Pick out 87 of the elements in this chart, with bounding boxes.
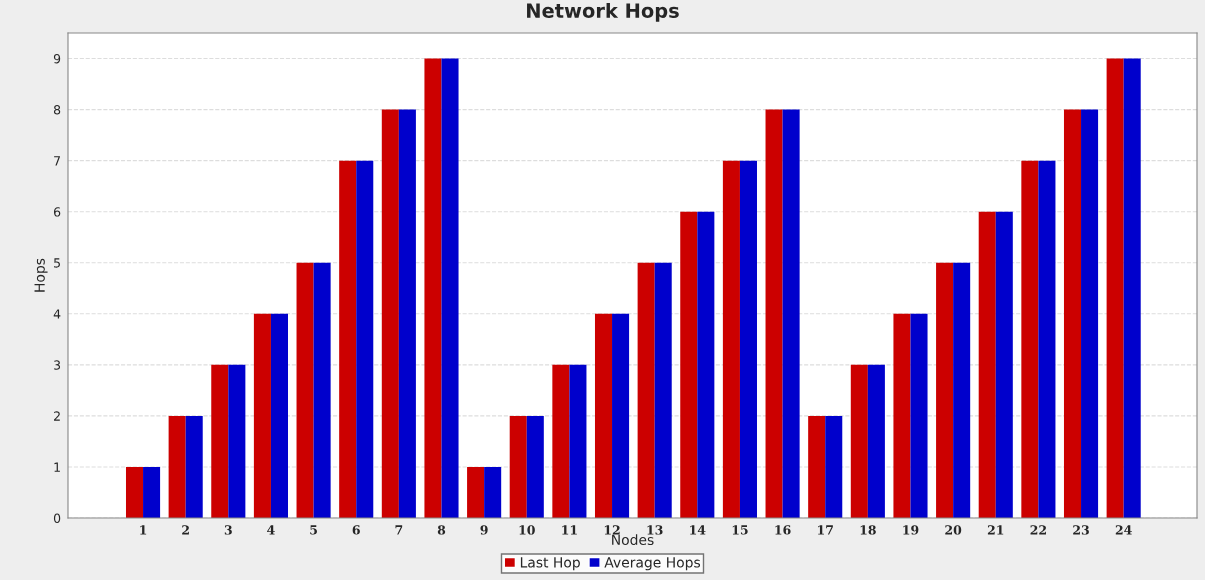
bar	[441, 58, 459, 518]
bar	[1038, 160, 1056, 518]
x-tick-label: 16	[775, 525, 791, 535]
bar	[680, 211, 698, 518]
x-tick-label: 22	[1030, 525, 1046, 535]
x-tick-label: 11	[562, 525, 577, 535]
chart-title: Network Hops	[527, 2, 679, 22]
x-tick-label: 15	[732, 525, 748, 535]
bar	[594, 313, 613, 518]
y-tick-label: 6	[53, 207, 61, 217]
x-tick-label: 13	[647, 525, 663, 535]
bar	[296, 262, 314, 518]
bar	[1106, 58, 1124, 518]
bar	[125, 466, 144, 518]
y-tick-label: 9	[53, 54, 61, 64]
x-tick-label: 1	[140, 525, 147, 535]
x-tick-label: 2	[182, 525, 189, 535]
bar	[936, 262, 954, 518]
y-axis-title: Hops	[34, 258, 48, 292]
y-tick-label: 1	[54, 462, 60, 472]
x-tick-label: 9	[480, 525, 488, 535]
bar	[509, 415, 527, 518]
bar	[697, 211, 715, 518]
bar	[484, 466, 502, 518]
x-tick-label: 3	[224, 525, 232, 535]
bar	[867, 364, 885, 518]
bar	[654, 262, 672, 518]
bar	[612, 313, 630, 518]
bar	[467, 466, 485, 518]
bar	[569, 364, 587, 518]
legend-label: Average Hops	[604, 557, 701, 571]
bar	[1021, 160, 1039, 518]
bar	[270, 313, 288, 518]
x-tick-label: 14	[690, 525, 706, 535]
bar	[211, 364, 229, 518]
bar	[339, 160, 357, 518]
x-tick-label: 7	[395, 525, 403, 535]
bar	[910, 313, 928, 518]
y-tick-label: 0	[53, 513, 61, 523]
x-tick-label: 10	[519, 525, 535, 535]
x-tick-label: 20	[945, 525, 962, 535]
y-tick-label: 7	[54, 156, 60, 166]
bar	[424, 58, 442, 518]
x-tick-label: 24	[1115, 525, 1132, 535]
bar	[228, 364, 246, 518]
x-tick-label: 19	[903, 525, 919, 535]
bar	[722, 160, 740, 518]
y-tick-label: 2	[54, 411, 60, 421]
bar	[1081, 109, 1099, 518]
bar	[893, 313, 911, 518]
x-tick-label: 4	[267, 525, 275, 535]
x-tick-label: 6	[352, 525, 360, 535]
x-axis-title: Nodes	[612, 534, 654, 546]
bar	[995, 211, 1013, 518]
x-tick-label: 12	[604, 525, 620, 535]
y-tick-label: 5	[54, 258, 60, 268]
x-tick-label: 17	[818, 525, 833, 535]
bar	[782, 109, 800, 518]
bar	[526, 415, 544, 518]
x-tick-label: 5	[310, 525, 317, 535]
x-tick-label: 8	[437, 525, 446, 535]
y-tick-label: 8	[53, 105, 61, 115]
bar	[168, 415, 186, 518]
bar	[253, 313, 271, 518]
bar	[1123, 58, 1141, 518]
bar	[356, 160, 374, 518]
bar	[765, 109, 783, 518]
bar	[850, 364, 868, 518]
bar	[381, 109, 399, 518]
bar	[552, 364, 570, 518]
bar	[313, 262, 331, 518]
bar	[978, 211, 996, 518]
y-tick-label: 4	[53, 309, 61, 319]
x-tick-label: 18	[860, 525, 876, 535]
bar	[143, 466, 161, 518]
bar	[185, 415, 203, 518]
bar	[637, 262, 655, 518]
bar	[739, 160, 757, 518]
bar	[808, 415, 826, 518]
y-tick-label: 3	[54, 360, 61, 370]
legend-label: Last Hop	[520, 557, 580, 571]
x-tick-label: 23	[1073, 525, 1089, 535]
bar	[398, 109, 416, 518]
bar	[1063, 109, 1082, 518]
bar	[825, 415, 843, 518]
x-tick-label: 21	[987, 525, 1004, 535]
bar	[953, 262, 971, 518]
